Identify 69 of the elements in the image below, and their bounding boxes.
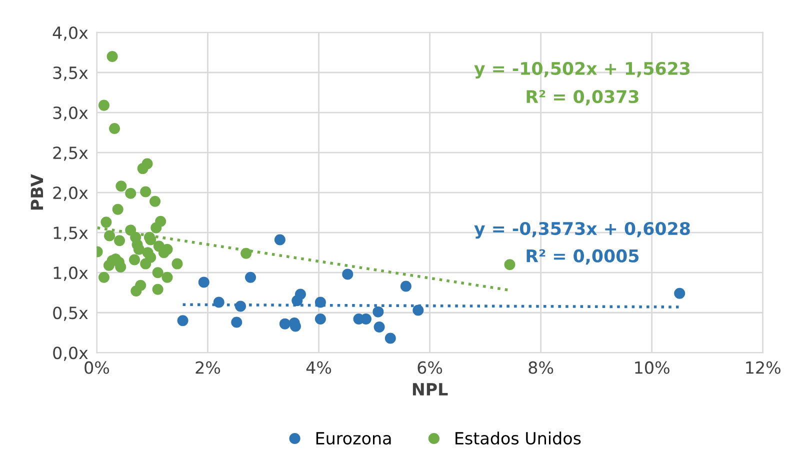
x-tick-label: 8% bbox=[528, 361, 554, 374]
point bbox=[314, 296, 326, 308]
point bbox=[140, 186, 152, 198]
point bbox=[150, 222, 162, 234]
x-tick-label: 0% bbox=[84, 361, 110, 374]
point bbox=[137, 163, 148, 174]
y-axis-title: PBV bbox=[30, 174, 44, 210]
point bbox=[384, 332, 396, 344]
point bbox=[245, 272, 256, 283]
y-tick-label: 1,0x bbox=[54, 266, 88, 281]
annotation: R² = 0,0373 bbox=[526, 90, 638, 106]
point bbox=[342, 268, 354, 280]
point bbox=[674, 288, 686, 299]
x-tick-label: 4% bbox=[306, 361, 332, 374]
point bbox=[112, 204, 124, 215]
legend-label: Estados Unidos bbox=[456, 432, 581, 445]
point bbox=[177, 315, 188, 326]
point bbox=[152, 284, 164, 295]
point bbox=[104, 230, 116, 242]
point bbox=[114, 235, 126, 246]
point bbox=[98, 272, 110, 283]
legend-label: Eurozona bbox=[316, 432, 391, 445]
point bbox=[140, 258, 152, 270]
point bbox=[109, 123, 120, 134]
point bbox=[314, 314, 326, 325]
point bbox=[279, 318, 290, 330]
point bbox=[106, 50, 118, 62]
point bbox=[150, 196, 161, 207]
y-tick-label: 2,5x bbox=[53, 146, 88, 161]
point bbox=[198, 276, 210, 288]
x-axis-title: NPL bbox=[412, 383, 448, 396]
point bbox=[294, 288, 306, 300]
point bbox=[240, 248, 252, 259]
point bbox=[125, 224, 136, 236]
point bbox=[372, 306, 384, 318]
point bbox=[103, 260, 114, 271]
point bbox=[116, 180, 127, 192]
point bbox=[98, 100, 110, 111]
y-tick-label: 1,5x bbox=[54, 226, 88, 241]
point bbox=[115, 261, 126, 273]
y-tick-label: 4,0x bbox=[52, 26, 88, 41]
annotation: R² = 0,0005 bbox=[526, 249, 639, 265]
point bbox=[172, 258, 183, 270]
point bbox=[504, 259, 516, 270]
x-tick-label: 12% bbox=[746, 361, 780, 374]
point bbox=[412, 304, 424, 316]
x-tick-label: 10% bbox=[635, 361, 670, 374]
y-tick-label: 2,0x bbox=[53, 186, 88, 201]
annotation: y = -10,502x + 1,5623 bbox=[474, 62, 690, 78]
y-tick-label: 0,0x bbox=[53, 346, 88, 361]
point bbox=[274, 234, 286, 246]
y-tick-label: 3,5x bbox=[53, 66, 88, 81]
x-tick-label: 2% bbox=[196, 361, 220, 374]
point bbox=[235, 300, 246, 312]
point bbox=[231, 316, 242, 328]
point bbox=[133, 244, 144, 255]
x-tick-label: 6% bbox=[418, 361, 442, 374]
annotation: y = -0,3573x + 0,6028 bbox=[474, 222, 690, 239]
y-tick-label: 0,5x bbox=[53, 306, 88, 321]
point bbox=[125, 188, 136, 199]
point bbox=[213, 296, 224, 308]
point bbox=[162, 272, 173, 283]
point bbox=[100, 216, 112, 228]
point bbox=[128, 254, 140, 266]
point bbox=[400, 280, 412, 292]
point bbox=[374, 322, 385, 333]
y-tick-label: 3,0x bbox=[53, 106, 88, 121]
point bbox=[152, 267, 164, 278]
point bbox=[130, 286, 142, 297]
